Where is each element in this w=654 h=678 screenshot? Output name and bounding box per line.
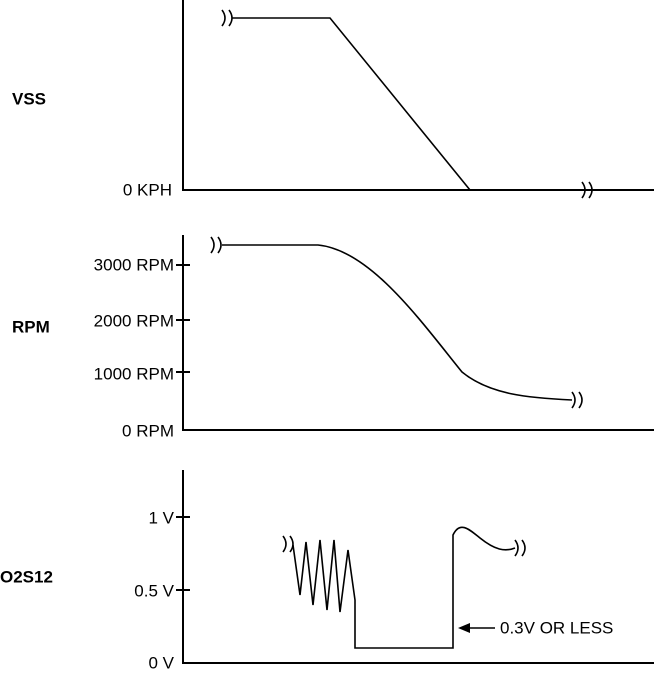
tick-label: 1000 RPM xyxy=(94,364,174,383)
vss-curve xyxy=(232,17,471,191)
break-mark xyxy=(210,236,222,254)
tick-label: 2000 RPM xyxy=(94,311,174,330)
panel-label: RPM xyxy=(12,317,50,336)
panel-label: VSS xyxy=(12,89,46,108)
axis xyxy=(176,470,654,664)
tick-label: 1 V xyxy=(148,508,174,527)
vss-panel: VSS 0 KPH xyxy=(12,0,654,199)
break-mark xyxy=(282,535,294,553)
axis xyxy=(176,235,654,431)
break-mark xyxy=(221,9,233,27)
annotation: 0.3V OR LESS xyxy=(500,618,613,637)
break-mark xyxy=(571,391,583,409)
axis xyxy=(182,0,654,191)
tick-label: 0.5 V xyxy=(134,581,174,600)
rpm-panel: RPM 3000 RPM 2000 RPM 1000 RPM 0 RPM xyxy=(12,235,654,440)
rpm-curve xyxy=(222,244,573,401)
o2s-curve xyxy=(292,526,516,649)
break-mark xyxy=(514,539,526,557)
tick-label: 0 RPM xyxy=(122,421,174,440)
break-mark xyxy=(581,181,593,199)
tick-label: 3000 RPM xyxy=(94,255,174,274)
tick-label: 0 KPH xyxy=(123,180,172,199)
tick-label: 0 V xyxy=(148,653,174,672)
arrow-head xyxy=(458,623,470,633)
o2s-panel: O2S12 1 V 0.5 V 0 V 0.3V OR LESS xyxy=(0,470,654,672)
panel-label: O2S12 xyxy=(0,567,53,586)
